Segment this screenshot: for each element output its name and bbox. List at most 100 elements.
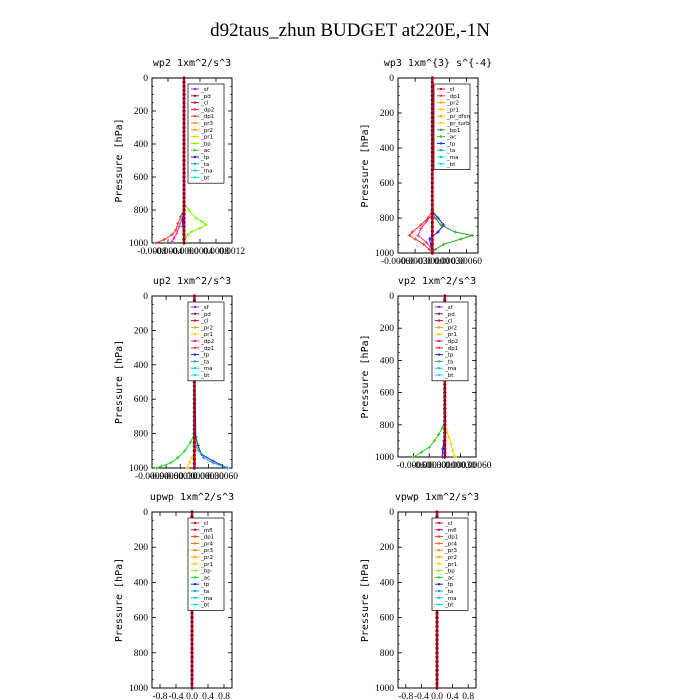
y-tick-label: 800 (380, 214, 395, 224)
legend-marker (437, 569, 441, 572)
y-tick-label: 600 (380, 614, 395, 624)
series-point-cl (182, 237, 186, 241)
series-point-cl (430, 251, 434, 255)
series-point-ta (201, 455, 206, 460)
legend-marker (193, 562, 197, 565)
series-point-cl (435, 611, 439, 615)
series-point-cl (182, 121, 186, 125)
x-tick-label: -0.0008 (137, 247, 167, 257)
legend-label: _bp1 (446, 128, 460, 134)
series-point-cl (430, 111, 434, 115)
series-point-cl (435, 624, 439, 629)
series-point-cl (443, 415, 447, 419)
series-point-cl (443, 382, 447, 387)
legend-marker (439, 108, 443, 111)
legend-marker (437, 367, 441, 370)
series-point-cl (443, 431, 447, 435)
series-point-cl (435, 686, 439, 690)
legend-label: _mfl (444, 528, 457, 534)
legend-box (431, 517, 469, 611)
y-axis-label: Pressure [hPa] (360, 123, 371, 207)
legend-marker (437, 312, 441, 315)
legend-label: _bt (446, 162, 456, 168)
x-tick-label: -0.4 (414, 692, 429, 700)
y-tick-label: 200 (134, 107, 149, 117)
y-tick-label: 1000 (129, 239, 148, 249)
x-tick-label: -0.8 (152, 692, 167, 700)
legend-marker (193, 108, 197, 111)
series-point-dp1 (179, 214, 183, 219)
series-point-cl (435, 633, 439, 637)
series-point-cl (192, 410, 196, 414)
series-point-cl (182, 138, 186, 142)
legend-label: _ac (446, 135, 456, 141)
series-point-cl (192, 401, 196, 406)
y-tick-label: 400 (380, 578, 395, 588)
series-point-cl (435, 668, 439, 673)
y-axis-label: Pressure [hPa] (114, 558, 125, 642)
series-point-cl (192, 298, 196, 302)
series-line-pr2 (417, 214, 433, 250)
legend-marker (193, 528, 197, 531)
y-tick-label: 0 (143, 292, 148, 302)
series-point-cl (182, 196, 186, 200)
legend-marker (193, 360, 197, 363)
series-point-cl (182, 167, 186, 171)
series-point-cl (182, 88, 186, 92)
series-point-cl (192, 380, 196, 384)
x-tick-label: 0.00030 (434, 257, 465, 267)
legend-marker (193, 312, 197, 315)
series-point-cl (192, 393, 196, 397)
series-line-pr1 (183, 203, 207, 242)
legend-marker (193, 589, 197, 593)
series-point-cl (435, 646, 439, 651)
series-point-cl (443, 443, 447, 447)
x-tick-label: 0.4 (447, 692, 459, 700)
legend-label: _pr2 (446, 101, 459, 107)
series-point-cl (443, 399, 447, 403)
series-point-cl (192, 436, 196, 440)
legend-label: _ta (200, 162, 209, 168)
series-point-bp1 (470, 233, 475, 238)
series-point-cl (443, 391, 447, 395)
y-tick-label: 0 (389, 74, 394, 84)
x-tick-label: 0.0004 (187, 247, 213, 257)
series-point-cl (192, 444, 196, 449)
series-point-dp1 (419, 450, 424, 454)
y-tick-label: 400 (380, 144, 395, 154)
series-point-cl (190, 677, 194, 681)
x-tick-label: -0.00000 (415, 257, 449, 267)
series-point-cl (430, 229, 434, 233)
series-point-dp1 (188, 440, 193, 444)
x-tick-label: 0.8 (218, 692, 230, 700)
x-tick-label: -0.00060 (149, 472, 183, 482)
panel-1: wp2 1xm^2/s^3 Pressure [hPa] 0 200 400 600 800… (114, 58, 245, 257)
series-point-cl (430, 168, 434, 172)
series-point-cl (182, 134, 186, 138)
legend-label: _pr_turb (446, 121, 470, 127)
x-tick-label: -0.00060 (397, 461, 431, 471)
legend-label: _ma (446, 155, 458, 161)
series-point-cl (190, 668, 194, 673)
series-point-cl (182, 80, 186, 84)
series-point-cl (192, 397, 196, 401)
panel-5: upwp 1xm^2/s^3 Pressure [hPa] 0 200 400 600 80… (114, 492, 234, 700)
legend-label: _bp (444, 569, 455, 575)
series-point-cl (443, 455, 447, 459)
series-point-cl (192, 440, 196, 444)
series-point-cl (430, 159, 434, 163)
legend-label: _dp2 (444, 339, 458, 345)
legend-marker (437, 562, 441, 565)
legend-label: _tp (200, 353, 210, 359)
legend-marker (193, 346, 197, 349)
series-point-cl (190, 629, 194, 633)
series-point-cl (190, 686, 194, 690)
y-tick-label: 1000 (375, 684, 394, 694)
series-point-pr2 (416, 233, 420, 238)
legend-label: _cl (200, 319, 209, 325)
legend-label: _sf (444, 305, 454, 311)
legend-marker (193, 94, 197, 98)
legend-label: _bt (444, 603, 454, 609)
series-point-cl (430, 242, 434, 246)
series-point-cl (192, 414, 196, 418)
